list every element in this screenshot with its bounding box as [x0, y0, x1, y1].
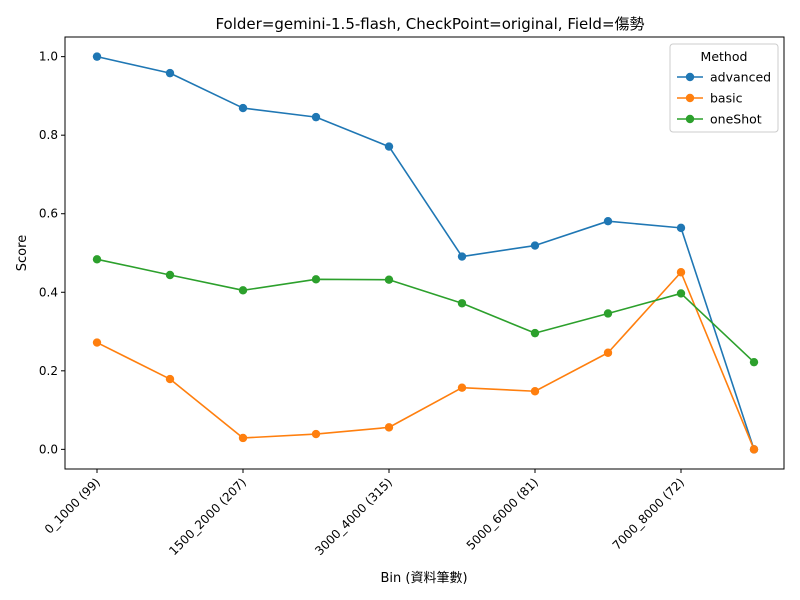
x-axis-label: Bin (資料筆數) [380, 571, 467, 586]
data-point-oneShot [92, 255, 102, 264]
legend-marker-advanced [685, 72, 695, 82]
data-point-oneShot [384, 275, 394, 284]
y-tick-label: 0.8 [39, 128, 58, 142]
series-line-advanced [96, 55, 755, 450]
x-tick-label: 7000_8000 (72) [610, 475, 687, 552]
data-point-advanced [384, 142, 394, 151]
x-axis: 0_1000 (99) 1500_2000 (207) 3000_4000 (315… [42, 469, 687, 558]
data-point-basic [749, 445, 759, 454]
legend: Method advanced basic oneShot [669, 43, 779, 133]
y-tick-label: 1.0 [39, 50, 58, 64]
x-tick-label: 3000_4000 (315) [312, 475, 395, 558]
legend-title: Method [701, 49, 748, 64]
legend-marker-basic [685, 93, 695, 103]
y-tick-label: 0.4 [39, 285, 58, 299]
data-point-oneShot [676, 289, 686, 298]
legend-box [669, 43, 779, 133]
data-point-advanced [165, 68, 175, 78]
data-point-oneShot [238, 286, 248, 295]
y-axis-label: Score [15, 235, 30, 271]
legend-marker-oneShot [685, 114, 695, 124]
data-point-oneShot [603, 309, 613, 318]
plot-frame [64, 36, 785, 470]
data-point-basic [92, 338, 102, 347]
data-point-advanced [238, 103, 248, 113]
data-point-basic [311, 429, 321, 439]
data-point-oneShot [457, 299, 467, 308]
data-point-advanced [457, 252, 467, 261]
x-tick-label: 0_1000 (99) [42, 475, 103, 536]
series-line-basic [96, 271, 755, 450]
data-point-oneShot [749, 357, 759, 367]
y-tick-label: 0.6 [39, 207, 58, 221]
chart-title: Folder=gemini-1.5-flash, CheckPoint=orig… [215, 15, 644, 33]
legend-items: advanced basic oneShot [677, 70, 771, 127]
data-point-advanced [530, 241, 540, 250]
data-point-basic [165, 374, 175, 384]
legend-label-oneShot: oneShot [710, 112, 762, 127]
data-point-basic [530, 387, 540, 396]
data-point-oneShot [165, 270, 175, 280]
y-tick-label: 0.0 [39, 442, 58, 456]
legend-label-advanced: advanced [710, 70, 771, 85]
data-point-basic [676, 268, 686, 277]
data-point-advanced [676, 223, 686, 233]
data-point-basic [457, 383, 467, 392]
data-point-oneShot [311, 275, 321, 284]
data-point-oneShot [530, 328, 540, 338]
data-point-advanced [603, 216, 613, 226]
data-point-basic [603, 348, 613, 357]
series-layer [92, 52, 759, 454]
x-tick-label: 5000_6000 (81) [464, 475, 541, 552]
data-point-basic [384, 423, 394, 432]
legend-label-basic: basic [710, 91, 743, 106]
plot-area [64, 36, 785, 470]
data-point-advanced [92, 52, 102, 61]
series-line-oneShot [96, 258, 755, 363]
y-axis: 0.0 0.2 0.4 0.6 0.8 1.0 [39, 50, 65, 456]
data-point-advanced [311, 112, 321, 122]
data-point-basic [238, 433, 248, 443]
y-tick-label: 0.2 [39, 364, 58, 378]
x-tick-label: 1500_2000 (207) [166, 475, 249, 558]
